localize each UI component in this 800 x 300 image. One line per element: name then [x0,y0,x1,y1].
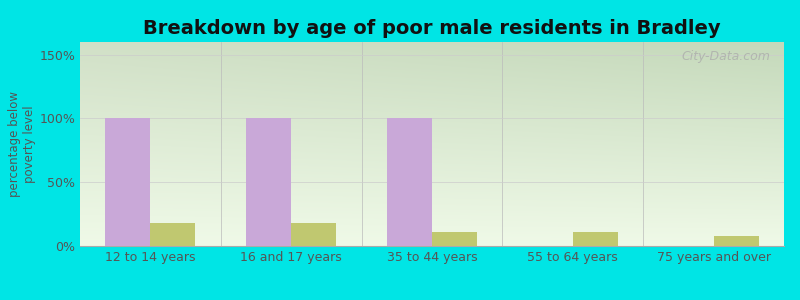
Bar [573,232,618,246]
Bar [106,118,150,246]
Bar [246,118,291,246]
Legend: Bradley, South Carolina: Bradley, South Carolina [314,298,550,300]
Y-axis label: percentage below
poverty level: percentage below poverty level [9,91,37,197]
Bar [150,223,195,246]
Text: City-Data.com: City-Data.com [681,50,770,63]
Bar [387,118,432,246]
Bar [714,236,758,246]
Bar [291,223,336,246]
Bar [432,232,477,246]
Title: Breakdown by age of poor male residents in Bradley: Breakdown by age of poor male residents … [143,19,721,38]
